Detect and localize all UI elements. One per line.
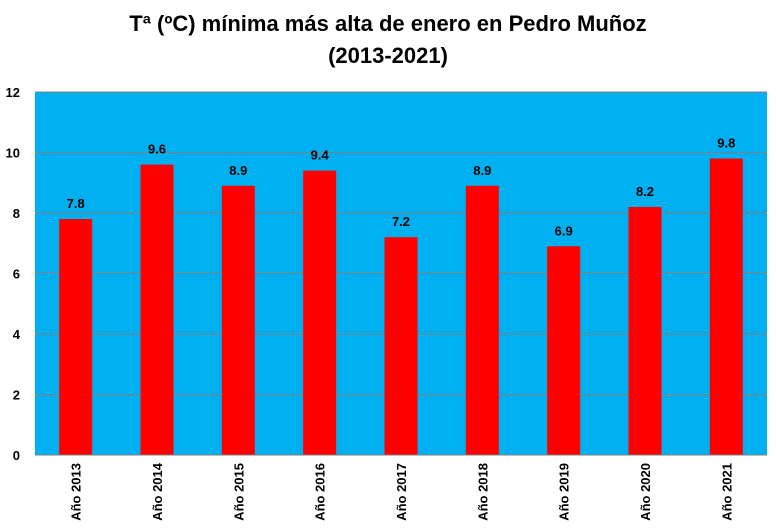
y-axis-ticks: 0 2 4 6 8 10 12: [6, 85, 21, 463]
x-category-label: Año 2013: [69, 463, 84, 521]
chart-title: Tª (ºC) mínima más alta de enero en Pedr…: [129, 11, 647, 36]
bars: [59, 158, 743, 456]
data-label: 8.9: [229, 163, 247, 178]
bar-año-2019: [547, 246, 581, 455]
x-category-label: Año 2019: [557, 463, 572, 521]
y-tick-label: 4: [13, 327, 21, 342]
y-tick-label: 10: [6, 146, 20, 161]
y-tick-label: 6: [13, 267, 20, 282]
x-axis-categories: Año 2013 Año 2014 Año 2015 Año 2016 Año 2017…: [69, 462, 735, 521]
y-tick-label: 0: [13, 448, 20, 463]
bar-año-2015: [221, 185, 255, 455]
bar-año-2018: [465, 185, 499, 455]
data-label: 9.6: [148, 142, 166, 157]
x-category-label: Año 2020: [638, 463, 653, 521]
bar-año-2013: [59, 219, 93, 455]
y-tick-label: 8: [13, 206, 20, 221]
y-tick-label: 12: [6, 85, 20, 100]
x-category-label: Año 2017: [394, 463, 409, 521]
data-labels: 7.8 9.6 8.9 9.4 7.2 8.9 6.9 8.2 9.8: [67, 136, 736, 239]
data-label: 7.8: [67, 196, 85, 211]
x-category-label: Año 2015: [231, 463, 246, 521]
data-label: 7.2: [392, 214, 410, 229]
bar-año-2014: [140, 164, 174, 455]
bar-año-2017: [384, 237, 418, 455]
bar-año-2016: [303, 170, 337, 455]
data-label: 6.9: [555, 223, 573, 238]
x-category-label: Año 2016: [313, 463, 328, 521]
y-tick-label: 2: [13, 388, 20, 403]
data-label: 8.9: [473, 163, 491, 178]
x-category-label: Año 2014: [150, 462, 165, 521]
chart-title-block: Tª (ºC) mínima más alta de enero en Pedr…: [0, 8, 776, 72]
chart-subtitle: (2013-2021): [328, 43, 448, 68]
bar-año-2020: [628, 206, 662, 455]
x-category-label: Año 2021: [719, 463, 734, 521]
data-label: 8.2: [636, 184, 654, 199]
bar-año-2021: [709, 158, 743, 456]
x-category-label: Año 2018: [475, 463, 490, 521]
data-label: 9.4: [311, 148, 330, 163]
data-label: 9.8: [717, 136, 735, 151]
